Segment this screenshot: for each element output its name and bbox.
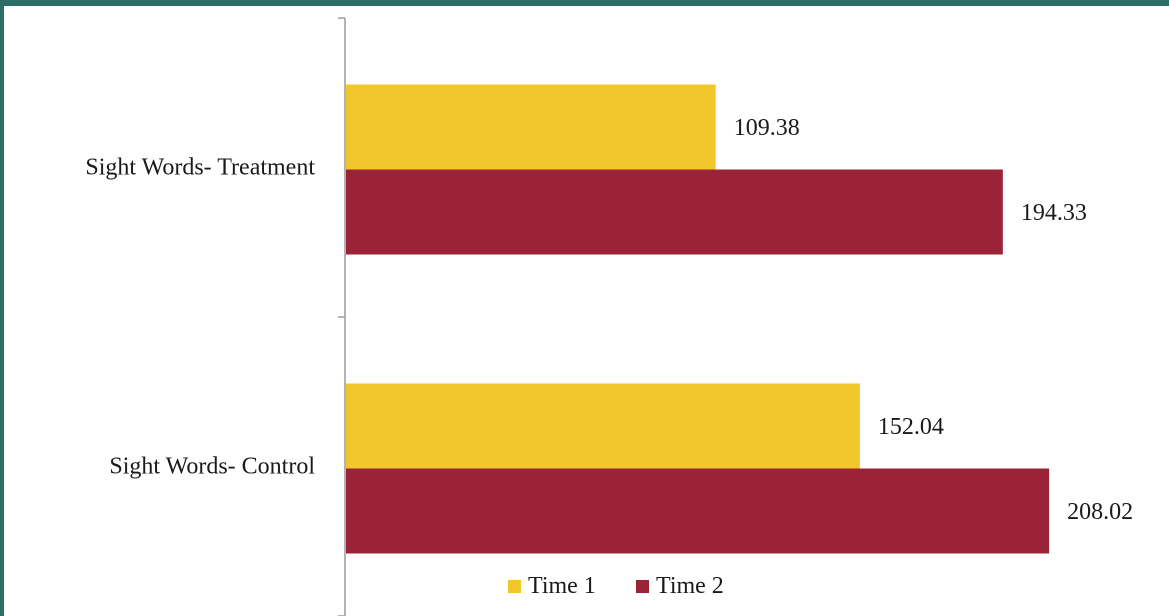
- bar-time-2: [346, 468, 1050, 554]
- legend-label: Time 1: [528, 573, 596, 599]
- bar-time-2: [346, 169, 1003, 255]
- legend-label: Time 2: [656, 573, 724, 599]
- legend-swatch: [636, 580, 649, 593]
- data-label: 208.02: [1067, 499, 1133, 525]
- bar-chart: Sight Words- Treatment Sight Words- Contr…: [85, 17, 1133, 616]
- data-label: 152.04: [878, 414, 944, 440]
- legend-swatch: [508, 580, 521, 593]
- category-label: Sight Words- Control: [109, 454, 315, 480]
- category-label: Sight Words- Treatment: [85, 155, 315, 181]
- data-label: 109.38: [734, 115, 800, 141]
- axis-layer: Sight Words- Treatment Sight Words- Contr…: [85, 17, 346, 616]
- bar-time-1: [346, 383, 860, 469]
- bars-layer: [346, 84, 1050, 554]
- legend: Time 1 Time 2: [508, 573, 724, 599]
- chart-frame: Sight Words- Treatment Sight Words- Contr…: [4, 6, 1169, 616]
- labels-layer: 109.38 194.33 152.04 208.02: [734, 115, 1133, 525]
- data-label: 194.33: [1021, 200, 1087, 226]
- bar-time-1: [346, 84, 716, 170]
